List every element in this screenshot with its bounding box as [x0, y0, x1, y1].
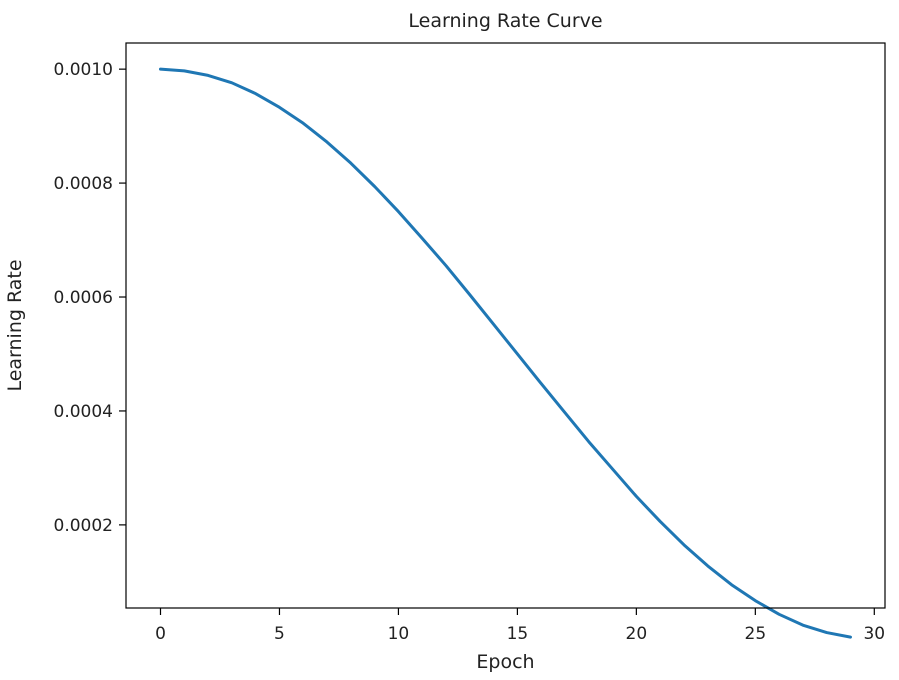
y-tick-label: 0.0010	[54, 60, 113, 80]
chart-title: Learning Rate Curve	[408, 10, 602, 32]
y-axis-title: Learning Rate	[4, 259, 26, 391]
x-tick-label: 30	[863, 624, 885, 644]
x-tick-label: 0	[155, 624, 166, 644]
x-tick-label: 10	[388, 624, 410, 644]
learning-rate-line	[159, 67, 852, 639]
x-tick-label: 20	[626, 624, 648, 644]
y-tick-label: 0.0006	[54, 288, 113, 308]
y-tick-label: 0.0002	[54, 516, 113, 536]
x-tick-label: 25	[745, 624, 767, 644]
plot-frame	[125, 42, 886, 609]
x-tick-label: 5	[274, 624, 285, 644]
x-tick-label: 15	[507, 624, 529, 644]
x-axis-title: Epoch	[476, 651, 534, 673]
x-axis-ticks: 0 5 10 15 20 25 30	[155, 608, 885, 644]
y-tick-label: 0.0004	[54, 402, 113, 422]
y-tick-label: 0.0008	[54, 174, 113, 194]
y-axis-ticks: 0.0002 0.0004 0.0006 0.0008 0.0010	[54, 60, 126, 536]
